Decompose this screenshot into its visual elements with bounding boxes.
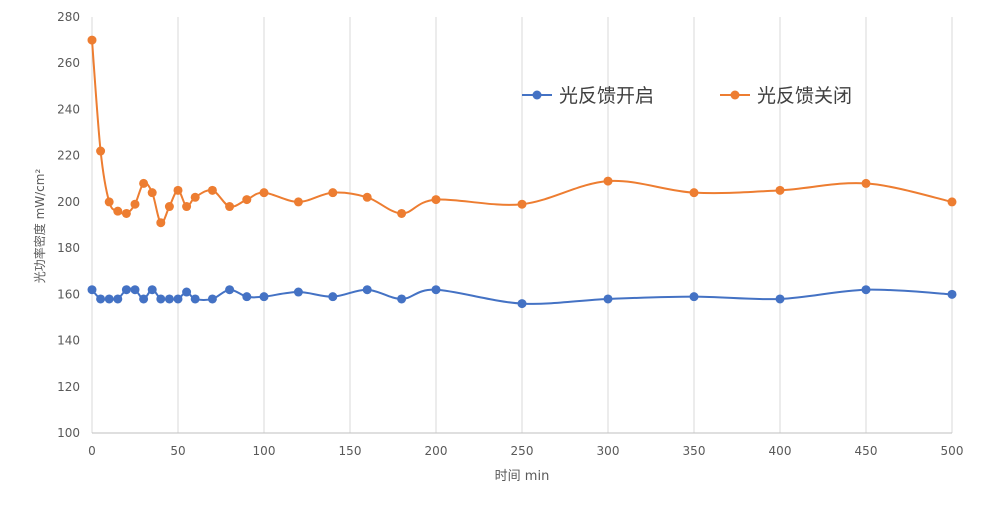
data-point <box>431 285 441 295</box>
x-tick-label: 200 <box>425 444 448 458</box>
legend-item: 光反馈关闭 <box>720 85 852 107</box>
x-axis-label: 时间 min <box>495 469 550 484</box>
y-tick-label: 200 <box>57 195 80 209</box>
data-point <box>147 285 157 295</box>
data-point <box>225 202 235 212</box>
y-tick-label: 100 <box>57 426 80 440</box>
y-tick-label: 120 <box>57 380 80 394</box>
data-point <box>104 294 114 304</box>
data-point <box>130 285 140 295</box>
data-point <box>173 294 183 304</box>
x-tick-label: 50 <box>170 444 185 458</box>
data-point <box>603 294 613 304</box>
data-point <box>87 35 97 45</box>
data-point <box>156 218 166 228</box>
legend-item: 光反馈开启 <box>522 85 654 107</box>
series-2 <box>87 35 957 228</box>
series <box>87 35 957 309</box>
data-point <box>225 285 235 295</box>
axes: 0 50 100 150 200 250 300 350 400 450 500 100 120 140 1… <box>57 10 963 458</box>
x-tick-label: 100 <box>253 444 276 458</box>
data-point <box>242 195 252 205</box>
data-point <box>173 185 183 195</box>
data-point <box>775 185 785 195</box>
legend-marker <box>730 90 740 100</box>
x-tick-label: 400 <box>769 444 792 458</box>
x-tick-label: 300 <box>597 444 620 458</box>
data-point <box>328 188 338 198</box>
data-point <box>861 285 871 295</box>
x-tick-label: 150 <box>339 444 362 458</box>
data-point <box>139 178 149 188</box>
x-tick-label: 500 <box>941 444 964 458</box>
x-tick-label: 350 <box>683 444 706 458</box>
legend: 光反馈开启 光反馈关闭 <box>522 85 852 107</box>
y-axis-label: 光功率密度 mW/cm² <box>32 169 47 284</box>
grid <box>91 17 953 433</box>
data-point <box>517 199 527 209</box>
y-tick-label: 280 <box>57 10 80 24</box>
data-point <box>293 197 303 207</box>
data-point <box>689 188 699 198</box>
data-point <box>397 208 407 218</box>
data-point <box>130 199 140 209</box>
data-point <box>104 197 114 207</box>
data-point <box>689 292 699 302</box>
data-point <box>164 202 174 212</box>
y-tick-label: 160 <box>57 287 80 301</box>
legend-marker <box>532 90 542 100</box>
data-point <box>96 146 106 156</box>
series-1 <box>87 285 957 309</box>
data-point <box>242 292 252 302</box>
y-tick-label: 180 <box>57 241 80 255</box>
data-point <box>147 188 157 198</box>
data-point <box>190 294 200 304</box>
data-point <box>87 285 97 295</box>
data-point <box>113 294 123 304</box>
y-tick-label: 260 <box>57 56 80 70</box>
data-point <box>259 188 269 198</box>
data-point <box>259 292 269 302</box>
data-point <box>139 294 149 304</box>
data-point <box>431 195 441 205</box>
data-point <box>207 185 217 195</box>
data-point <box>293 287 303 297</box>
data-point <box>947 197 957 207</box>
data-point <box>328 292 338 302</box>
data-point <box>182 202 192 212</box>
data-point <box>362 192 372 202</box>
data-point <box>861 178 871 188</box>
legend-label: 光反馈开启 <box>559 85 654 107</box>
data-point <box>96 294 106 304</box>
x-tick-label: 0 <box>88 444 96 458</box>
data-point <box>947 289 957 299</box>
data-point <box>190 192 200 202</box>
y-tick-label: 220 <box>57 149 80 163</box>
data-point <box>121 285 131 295</box>
data-point <box>397 294 407 304</box>
data-point <box>182 287 192 297</box>
data-point <box>362 285 372 295</box>
legend-label: 光反馈关闭 <box>757 85 852 107</box>
data-point <box>207 294 217 304</box>
data-point <box>164 294 174 304</box>
data-point <box>603 176 613 186</box>
data-point <box>517 299 527 309</box>
y-tick-label: 140 <box>57 334 80 348</box>
x-tick-label: 450 <box>855 444 878 458</box>
data-point <box>113 206 123 216</box>
x-tick-label: 250 <box>511 444 534 458</box>
data-point <box>156 294 166 304</box>
data-point <box>775 294 785 304</box>
y-tick-label: 240 <box>57 102 80 116</box>
data-point <box>121 208 131 218</box>
